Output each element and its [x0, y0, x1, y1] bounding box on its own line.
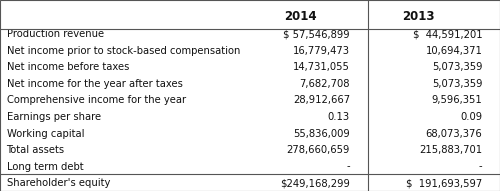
- Text: 0.09: 0.09: [460, 112, 482, 122]
- Text: 10,694,371: 10,694,371: [426, 46, 482, 56]
- Text: Shareholder's equity: Shareholder's equity: [6, 178, 110, 188]
- Text: Earnings per share: Earnings per share: [6, 112, 100, 122]
- Text: 9,596,351: 9,596,351: [432, 96, 482, 105]
- Text: 68,073,376: 68,073,376: [426, 129, 482, 138]
- Text: 2013: 2013: [402, 10, 435, 23]
- Text: 0.13: 0.13: [328, 112, 350, 122]
- Text: Production revenue: Production revenue: [6, 29, 103, 39]
- Text: 278,660,659: 278,660,659: [286, 145, 350, 155]
- Text: 215,883,701: 215,883,701: [420, 145, 482, 155]
- Text: 2014: 2014: [284, 10, 317, 23]
- Text: Comprehensive income for the year: Comprehensive income for the year: [6, 96, 186, 105]
- Text: 5,073,359: 5,073,359: [432, 79, 482, 89]
- Text: 55,836,009: 55,836,009: [293, 129, 350, 138]
- Text: 14,731,055: 14,731,055: [293, 62, 350, 72]
- Text: Working capital: Working capital: [6, 129, 84, 138]
- Text: $ 57,546,899: $ 57,546,899: [284, 29, 350, 39]
- Text: Net income before taxes: Net income before taxes: [6, 62, 129, 72]
- Text: -: -: [346, 162, 350, 172]
- Text: 5,073,359: 5,073,359: [432, 62, 482, 72]
- Text: 28,912,667: 28,912,667: [293, 96, 350, 105]
- Text: $  44,591,201: $ 44,591,201: [413, 29, 482, 39]
- Text: Long term debt: Long term debt: [6, 162, 83, 172]
- Text: -: -: [479, 162, 482, 172]
- Text: Total assets: Total assets: [6, 145, 64, 155]
- Text: 16,779,473: 16,779,473: [293, 46, 350, 56]
- Text: 7,682,708: 7,682,708: [300, 79, 350, 89]
- Text: $  191,693,597: $ 191,693,597: [406, 178, 482, 188]
- Text: Net income for the year after taxes: Net income for the year after taxes: [6, 79, 182, 89]
- Text: Net income prior to stock-based compensation: Net income prior to stock-based compensa…: [6, 46, 240, 56]
- Text: $249,168,299: $249,168,299: [280, 178, 350, 188]
